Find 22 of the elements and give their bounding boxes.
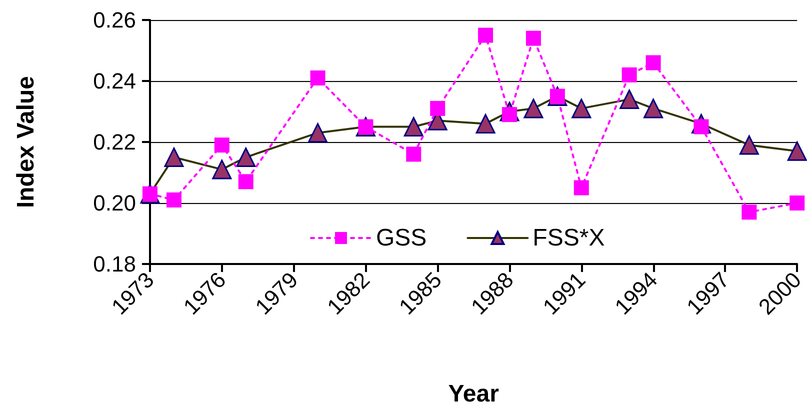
legend-label: FSS*X [532, 224, 605, 252]
y-tick-label: 0.20 [93, 190, 136, 216]
legend-label: GSS [376, 224, 427, 252]
point [790, 196, 805, 210]
y-tick-label: 0.26 [93, 8, 136, 32]
point [574, 180, 589, 196]
point [478, 28, 494, 43]
point [166, 192, 182, 208]
point [238, 174, 254, 190]
y-axis-title: Index Value [12, 76, 40, 208]
point [742, 204, 757, 220]
y-tick-label: 0.24 [93, 68, 136, 94]
point [526, 30, 541, 46]
point [214, 138, 230, 153]
point [646, 55, 661, 70]
point [310, 70, 326, 86]
y-tick-label: 0.22 [93, 130, 136, 154]
point [406, 146, 422, 162]
point [430, 100, 446, 116]
x-axis-title: Year [448, 380, 499, 408]
y-tick-label: 0.18 [93, 252, 136, 276]
point [622, 67, 637, 82]
